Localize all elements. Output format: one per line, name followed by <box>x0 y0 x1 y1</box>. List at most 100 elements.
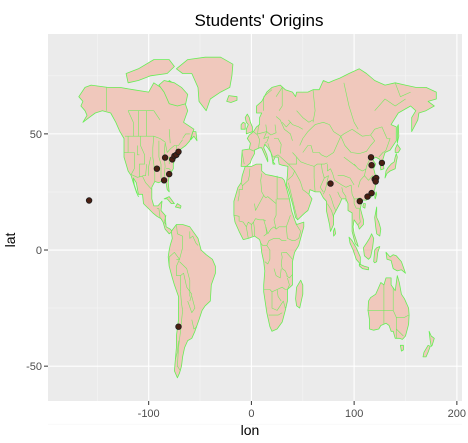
country-border <box>168 129 171 144</box>
country-border <box>125 135 183 153</box>
data-point <box>153 165 161 172</box>
country-border <box>374 98 406 111</box>
country-border <box>237 182 243 202</box>
country-border <box>275 87 283 97</box>
country-border <box>299 122 342 158</box>
country-border <box>288 182 298 220</box>
country-border <box>131 174 153 190</box>
country-border <box>153 110 161 121</box>
y-tick-label: 0 <box>36 245 42 257</box>
data-point <box>364 193 371 200</box>
country-border <box>148 157 151 176</box>
country-border <box>396 328 404 337</box>
landmass-south-america <box>167 224 216 379</box>
country-border <box>139 136 145 177</box>
country-border <box>242 168 251 186</box>
country-border <box>260 242 271 265</box>
country-border <box>263 89 273 111</box>
country-border <box>277 152 297 165</box>
country-border <box>251 224 253 237</box>
country-border <box>353 198 361 225</box>
landmass-sumatra <box>348 236 361 265</box>
data-point <box>160 177 168 184</box>
x-tick-label: 0 <box>248 408 254 420</box>
landmass-cuba <box>163 196 175 205</box>
country-borders <box>106 82 411 371</box>
x-axis-title: lon <box>241 422 260 438</box>
data-point <box>175 148 182 155</box>
country-border <box>263 286 286 293</box>
country-border <box>268 312 283 316</box>
country-border <box>296 110 314 123</box>
country-border <box>294 170 310 195</box>
country-border <box>343 82 359 130</box>
country-border <box>276 289 282 302</box>
x-tick-label: 200 <box>448 408 466 420</box>
country-border <box>273 203 291 230</box>
country-border <box>127 110 134 137</box>
x-axis: -100 0 100 200 <box>138 401 466 420</box>
country-border <box>343 156 357 167</box>
country-border <box>166 168 172 172</box>
landmass-sri-lanka <box>332 227 337 237</box>
data-point <box>356 197 363 205</box>
data-point <box>368 189 375 197</box>
country-border <box>175 340 179 360</box>
landmass-borneo <box>362 233 375 260</box>
country-border <box>180 272 193 302</box>
country-border <box>187 296 196 314</box>
landmass-newfoundland <box>190 131 198 142</box>
data-point <box>161 154 169 161</box>
x-tick-label: -100 <box>138 408 160 420</box>
y-tick-label: -50 <box>26 361 42 373</box>
country-border <box>323 175 329 195</box>
landmass-sakhalin <box>396 124 400 144</box>
landmass-new-zealand-north <box>428 330 435 347</box>
country-border <box>152 136 156 182</box>
country-border <box>276 175 290 200</box>
country-border <box>273 268 282 279</box>
country-border <box>367 310 397 339</box>
landmass-iceland <box>226 95 238 103</box>
landmass-hokkaido <box>394 143 401 153</box>
landmass-hispaniola <box>174 203 182 209</box>
country-border <box>246 226 249 239</box>
landmass-eurasia <box>240 68 437 247</box>
country-border <box>286 223 302 241</box>
country-border <box>182 133 190 139</box>
landmass-arctic-islands <box>125 59 175 84</box>
landmass-taiwan <box>374 191 378 200</box>
country-border <box>396 314 409 318</box>
country-border <box>281 122 291 128</box>
landmass-tasmania <box>399 344 404 352</box>
country-border <box>168 252 180 260</box>
landmass-philippines <box>374 206 382 237</box>
country-border <box>285 277 290 290</box>
country-border <box>137 145 140 156</box>
y-axis-title: lat <box>2 233 18 248</box>
country-border <box>278 87 283 111</box>
data-point <box>367 154 375 161</box>
country-border <box>271 291 286 311</box>
country-border <box>191 319 198 330</box>
country-border <box>176 259 181 292</box>
country-border <box>179 261 191 297</box>
landmass-great-britain <box>244 113 253 135</box>
landmass-north-america <box>78 80 195 235</box>
data-point <box>165 170 173 178</box>
country-border <box>189 231 199 246</box>
data-point <box>368 161 375 169</box>
country-border <box>177 310 183 371</box>
data-point <box>85 197 93 204</box>
country-border <box>253 131 260 148</box>
country-border <box>263 219 268 237</box>
country-border <box>329 194 336 211</box>
landmass-greenland <box>175 56 234 112</box>
data-point <box>372 178 379 185</box>
country-border <box>253 222 255 237</box>
country-border <box>163 215 167 226</box>
landmass-java <box>358 263 369 271</box>
country-border <box>233 214 266 228</box>
data-points <box>85 148 386 330</box>
